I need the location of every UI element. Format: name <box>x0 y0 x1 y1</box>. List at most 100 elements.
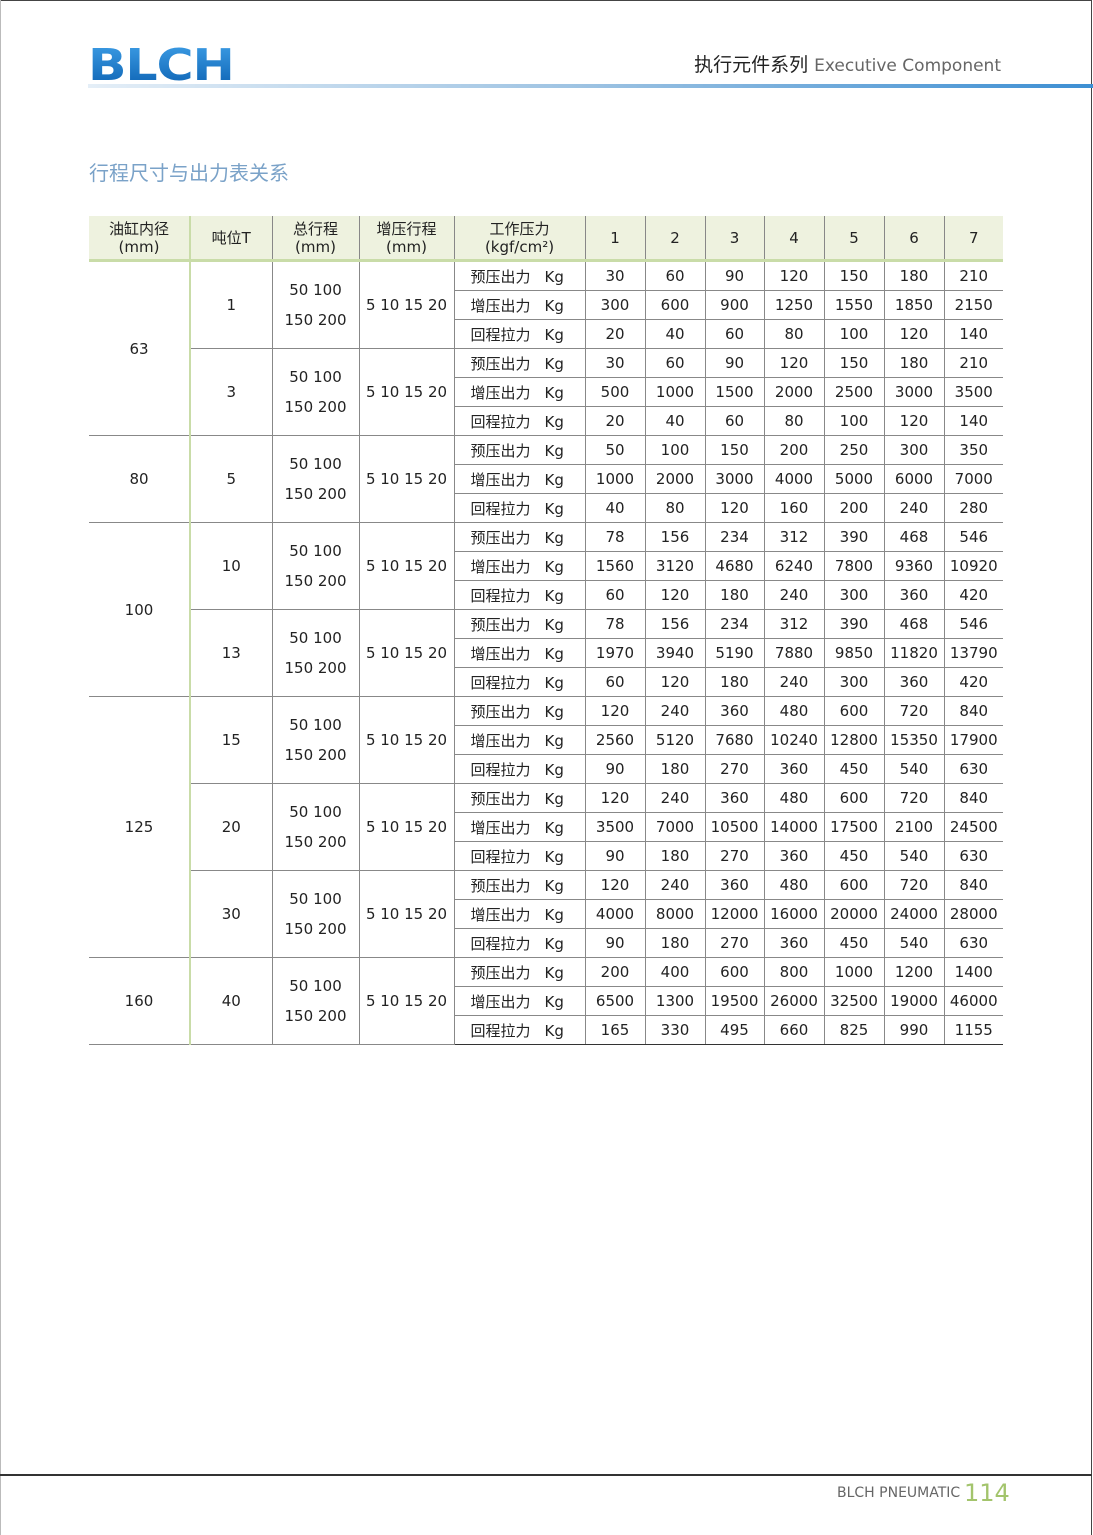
row-label-cell: 回程拉力 Kg <box>453 493 586 523</box>
value-cell: 17500 <box>823 812 885 842</box>
value-cell: 240 <box>644 696 706 726</box>
value-cell: 7800 <box>823 551 885 581</box>
value-cell: 10920 <box>943 551 1003 581</box>
total-stroke-cell: 50 100 150 200 <box>271 522 360 610</box>
value-cell: 80 <box>644 493 706 523</box>
value-cell: 140 <box>943 406 1003 436</box>
row-label: 预压出力 <box>470 528 531 547</box>
value-cell: 120 <box>584 783 646 813</box>
value-cell: 1560 <box>584 551 646 581</box>
value-cell: 400 <box>644 957 706 987</box>
value-cell: 24500 <box>943 812 1003 842</box>
column-header: 5 <box>823 216 885 262</box>
value-cell: 180 <box>883 348 945 378</box>
table-header-row: 油缸内径 (mm) 吨位T 总行程 (mm) 增压行程 (mm) 工作压力 (kgf/cm²) 1… <box>89 216 1003 262</box>
row-unit: Kg <box>544 847 564 866</box>
column-header-line2: (mm) <box>386 237 427 256</box>
value-cell: 120 <box>704 493 765 523</box>
boost-stroke-cell: 5 10 15 20 <box>358 435 455 523</box>
value-cell: 90 <box>584 754 646 784</box>
value-cell: 200 <box>823 493 885 523</box>
value-cell: 5190 <box>704 638 765 668</box>
value-cell: 60 <box>584 580 646 610</box>
value-cell: 10500 <box>704 812 765 842</box>
row-label-cell: 回程拉力 Kg <box>453 1015 586 1045</box>
table-row: 100 10 50 100 150 200 5 10 15 20 预压出力 Kg 78 156 2… <box>89 522 1003 697</box>
value-cell: 1155 <box>943 1015 1003 1045</box>
table-row: 30 50 100 150 200 5 10 15 20 预压出力 Kg 120 240 360… <box>89 870 1003 958</box>
column-header: 总行程 (mm) <box>271 216 360 262</box>
value-cell: 16000 <box>763 899 825 929</box>
table-row: 20 50 100 150 200 5 10 15 20 预压出力 Kg 120 240 360… <box>89 783 1003 871</box>
value-cell: 20000 <box>823 899 885 929</box>
value-cell: 468 <box>883 522 945 552</box>
bore-cell: 80 <box>89 435 191 523</box>
value-cell: 300 <box>883 435 945 465</box>
value-cell: 468 <box>883 609 945 639</box>
tonnage-cell: 10 <box>189 522 273 610</box>
row-unit: Kg <box>544 383 564 402</box>
value-cell: 480 <box>763 783 825 813</box>
row-unit: Kg <box>544 325 564 344</box>
table-row: 增压出力 Kg 500 1000 1500 2000 2500 3000 3500 <box>89 377 1003 407</box>
value-cell: 6500 <box>584 986 646 1016</box>
column-header: 3 <box>704 216 765 262</box>
total-stroke-line1: 50 100 <box>289 542 342 560</box>
row-label: 预压出力 <box>470 876 531 895</box>
value-cell: 300 <box>823 667 885 697</box>
value-cell: 40 <box>584 493 646 523</box>
column-header: 工作压力 (kgf/cm²) <box>453 216 586 262</box>
value-cell: 30 <box>584 260 646 291</box>
bore-cell: 125 <box>89 696 191 958</box>
boost-stroke-cell: 5 10 15 20 <box>358 260 455 349</box>
value-cell: 1550 <box>823 290 885 320</box>
value-cell: 3000 <box>883 377 945 407</box>
value-cell: 50 <box>584 435 646 465</box>
row-label: 回程拉力 <box>470 847 531 866</box>
value-cell: 24000 <box>883 899 945 929</box>
value-cell: 1200 <box>883 957 945 987</box>
value-cell: 7680 <box>704 725 765 755</box>
value-cell: 11820 <box>883 638 945 668</box>
value-cell: 10240 <box>763 725 825 755</box>
section-title: 行程尺寸与出力表关系 <box>89 161 289 185</box>
value-cell: 360 <box>704 696 765 726</box>
value-cell: 5000 <box>823 464 885 494</box>
value-cell: 180 <box>644 841 706 871</box>
value-cell: 2100 <box>883 812 945 842</box>
column-header-line1: 总行程 <box>292 219 338 238</box>
row-unit: Kg <box>544 586 564 605</box>
value-cell: 360 <box>704 870 765 900</box>
header-title-en: Executive Component <box>814 56 1001 76</box>
value-cell: 160 <box>763 493 825 523</box>
header-divider <box>88 84 1093 88</box>
value-cell: 990 <box>883 1015 945 1045</box>
value-cell: 120 <box>584 870 646 900</box>
value-cell: 540 <box>883 928 945 958</box>
table-row: 增压出力 Kg 3500 7000 10500 14000 17500 2100 24500 <box>89 812 1003 842</box>
value-cell: 12800 <box>823 725 885 755</box>
value-cell: 120 <box>763 348 825 378</box>
row-label: 预压出力 <box>470 963 531 982</box>
value-cell: 420 <box>943 667 1003 697</box>
value-cell: 240 <box>763 580 825 610</box>
value-cell: 280 <box>943 493 1003 523</box>
value-cell: 300 <box>584 290 646 320</box>
value-cell: 7000 <box>943 464 1003 494</box>
value-cell: 4680 <box>704 551 765 581</box>
value-cell: 800 <box>763 957 825 987</box>
value-cell: 3120 <box>644 551 706 581</box>
table-row: 13 50 100 150 200 5 10 15 20 预压出力 Kg 78 156 234 3… <box>89 609 1003 697</box>
value-cell: 6240 <box>763 551 825 581</box>
table-body: 63 1 50 100 150 200 5 10 15 20 预压出力 Kg 30 60 90 12… <box>89 260 1003 1045</box>
row-unit: Kg <box>544 963 564 982</box>
value-cell: 330 <box>644 1015 706 1045</box>
value-cell: 270 <box>704 928 765 958</box>
column-header-line1: 1 <box>610 228 620 247</box>
row-label-cell: 预压出力 Kg <box>453 435 586 465</box>
value-cell: 80 <box>763 319 825 349</box>
value-cell: 60 <box>704 319 765 349</box>
value-cell: 450 <box>823 754 885 784</box>
table-row: 增压出力 Kg 300 600 900 1250 1550 1850 2150 <box>89 290 1003 320</box>
row-label-cell: 增压出力 Kg <box>453 638 586 668</box>
